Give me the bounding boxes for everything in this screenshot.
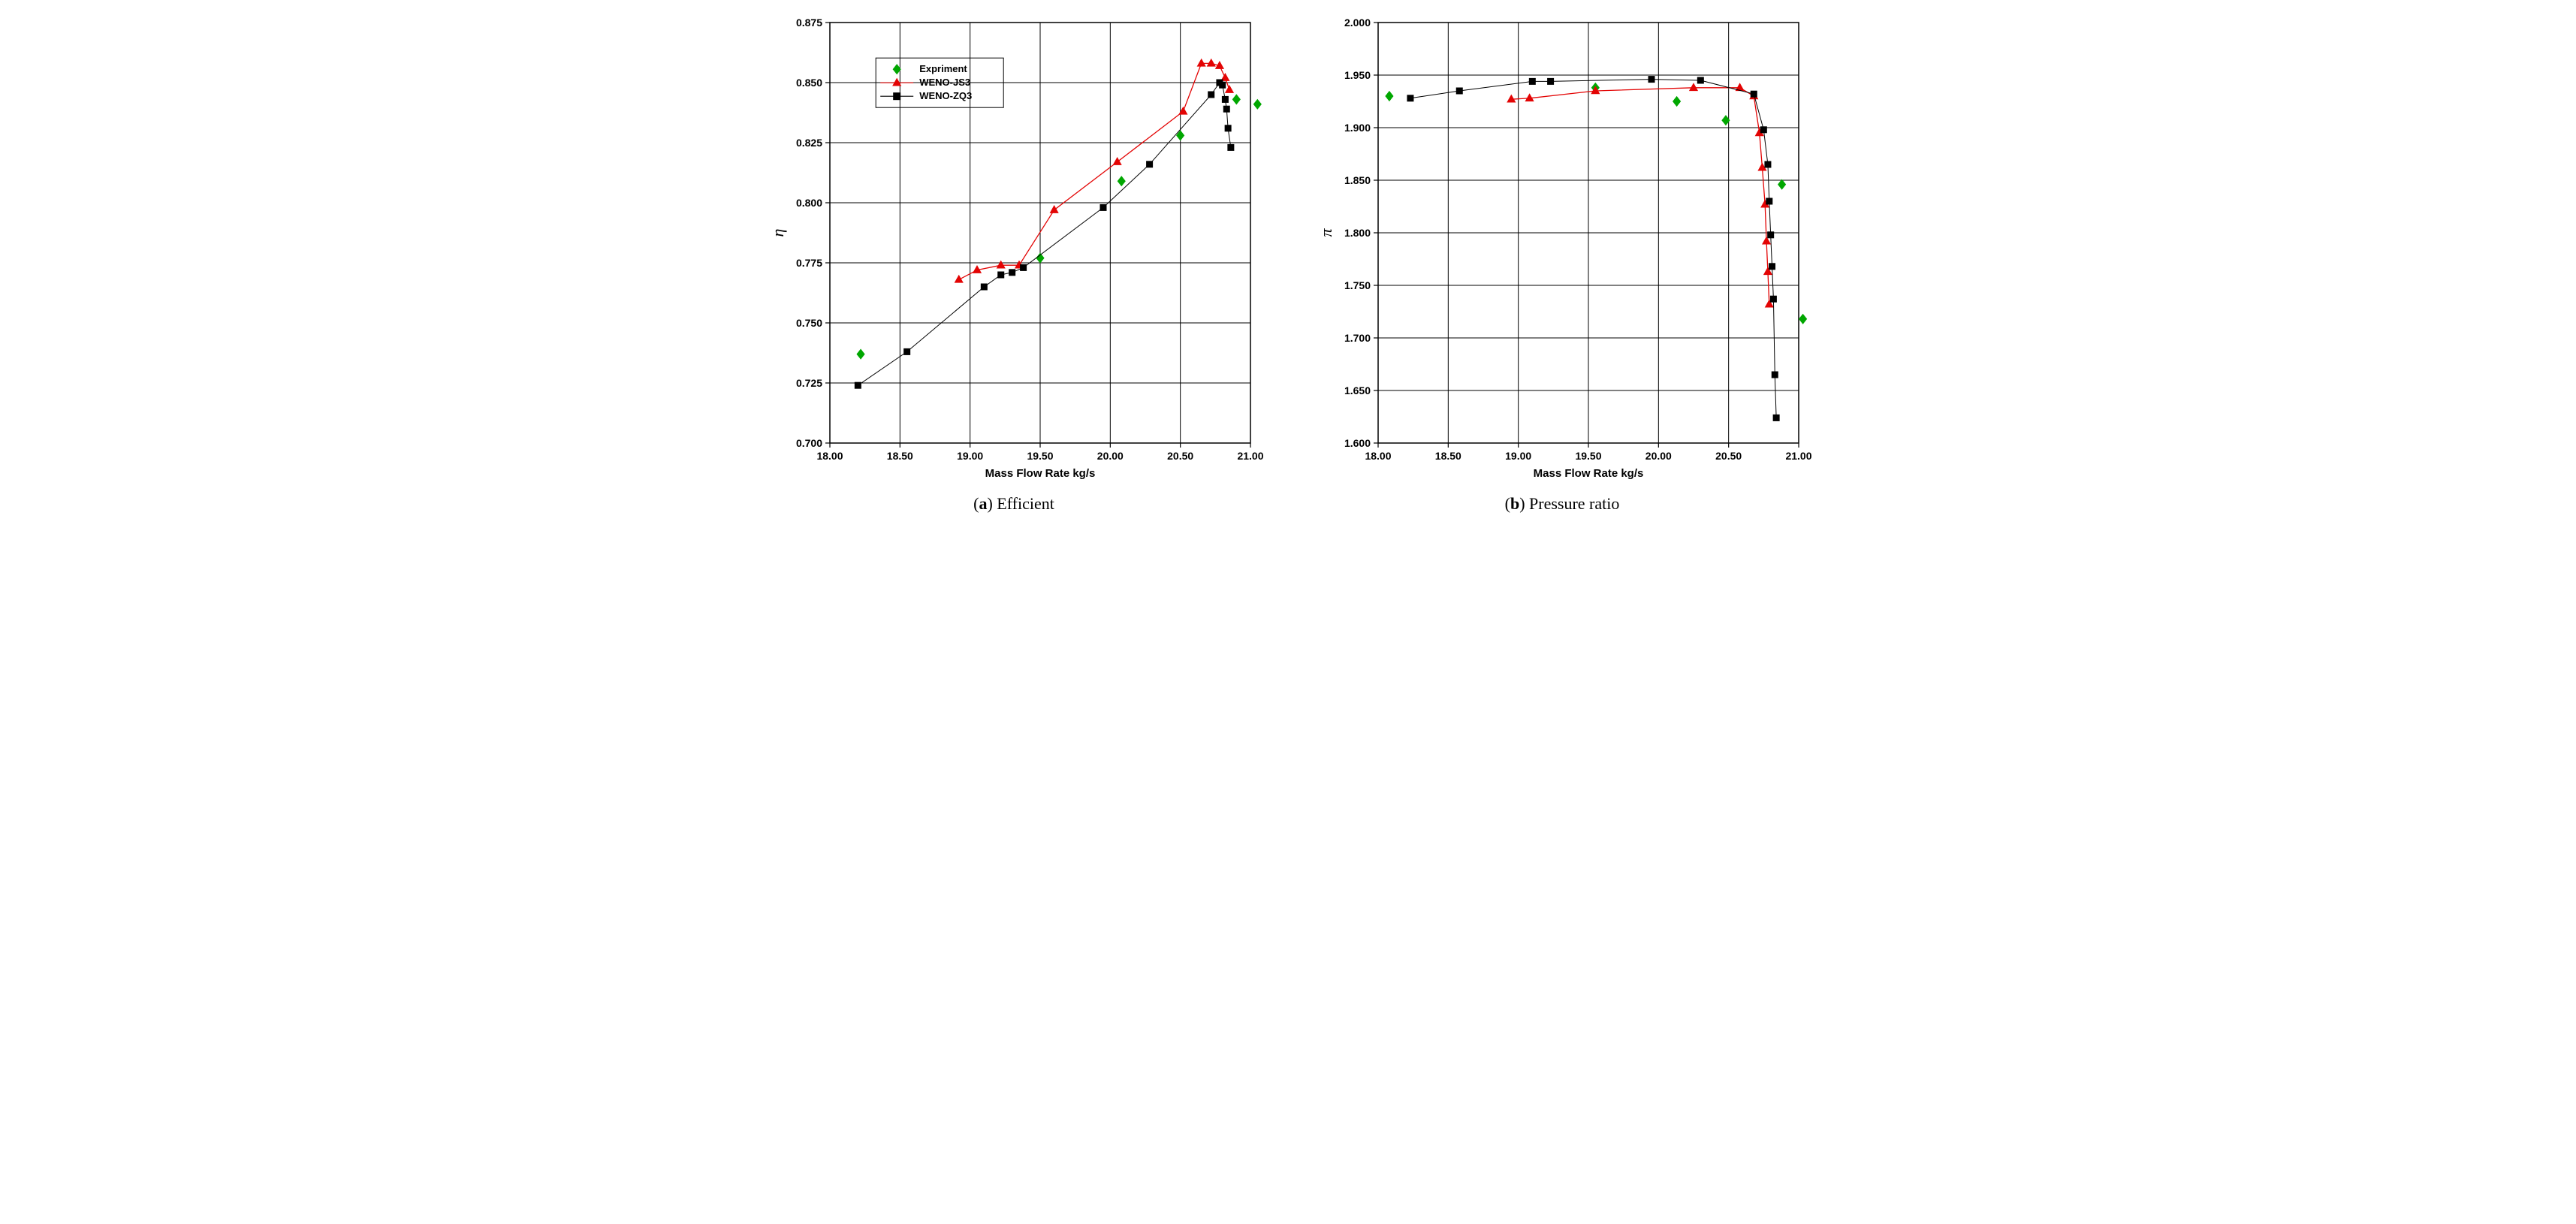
svg-text:1.600: 1.600	[1344, 437, 1371, 449]
y-axis-label: π	[1317, 228, 1335, 237]
svg-text:1.900: 1.900	[1344, 122, 1371, 134]
caption-b: (b) Pressure ratio	[1505, 494, 1620, 514]
svg-text:1.750: 1.750	[1344, 279, 1371, 291]
svg-text:0.825: 0.825	[796, 137, 822, 149]
svg-text:0.775: 0.775	[796, 257, 822, 269]
svg-text:20.00: 20.00	[1097, 450, 1124, 462]
x-axis-label: Mass Flow Rate kg/s	[1534, 467, 1644, 480]
caption-a: (a) Efficient	[973, 494, 1054, 514]
svg-text:19.50: 19.50	[1027, 450, 1053, 462]
svg-text:1.950: 1.950	[1344, 69, 1371, 81]
svg-text:20.50: 20.50	[1167, 450, 1193, 462]
caption-b-text: Pressure ratio	[1529, 494, 1619, 513]
svg-text:0.850: 0.850	[796, 77, 822, 89]
svg-text:21.00: 21.00	[1785, 450, 1811, 462]
svg-text:Expriment: Expriment	[919, 63, 967, 74]
svg-text:21.00: 21.00	[1237, 450, 1263, 462]
svg-text:20.00: 20.00	[1645, 450, 1672, 462]
chart-efficient: 18.00 18.50 19.00 19.50 20.00 20.50 21.00 0.700…	[762, 15, 1265, 488]
svg-text:18.00: 18.00	[1365, 450, 1391, 462]
caption-a-text: Efficient	[997, 494, 1054, 513]
chart-panel-b: 18.00 18.50 19.00 19.50 20.00 20.50 21.00 1.600…	[1311, 15, 1814, 514]
svg-text:1.650: 1.650	[1344, 384, 1371, 396]
svg-text:20.50: 20.50	[1715, 450, 1742, 462]
svg-text:0.750: 0.750	[796, 317, 822, 329]
svg-text:19.00: 19.00	[957, 450, 983, 462]
svg-text:1.850: 1.850	[1344, 174, 1371, 186]
caption-b-label: b	[1510, 494, 1519, 513]
caption-a-label: a	[979, 494, 987, 513]
svg-text:0.725: 0.725	[796, 377, 822, 389]
svg-text:0.800: 0.800	[796, 197, 822, 209]
svg-text:19.00: 19.00	[1505, 450, 1531, 462]
svg-text:18.50: 18.50	[887, 450, 913, 462]
svg-text:19.50: 19.50	[1575, 450, 1601, 462]
svg-text:18.00: 18.00	[816, 450, 843, 462]
chart-pressure: 18.00 18.50 19.00 19.50 20.00 20.50 21.00 1.600…	[1311, 15, 1814, 488]
svg-text:2.000: 2.000	[1344, 17, 1371, 29]
svg-text:WENO-ZQ3: WENO-ZQ3	[919, 90, 972, 101]
chart-panel-a: 18.00 18.50 19.00 19.50 20.00 20.50 21.00 0.700…	[762, 15, 1265, 514]
svg-text:0.875: 0.875	[796, 17, 822, 29]
svg-text:0.700: 0.700	[796, 437, 822, 449]
x-axis-label: Mass Flow Rate kg/s	[985, 467, 1096, 480]
y-axis-label: η	[768, 229, 787, 237]
svg-text:WENO-JS3: WENO-JS3	[919, 77, 970, 88]
svg-text:1.700: 1.700	[1344, 332, 1371, 344]
svg-text:1.800: 1.800	[1344, 227, 1371, 239]
svg-text:18.50: 18.50	[1435, 450, 1461, 462]
